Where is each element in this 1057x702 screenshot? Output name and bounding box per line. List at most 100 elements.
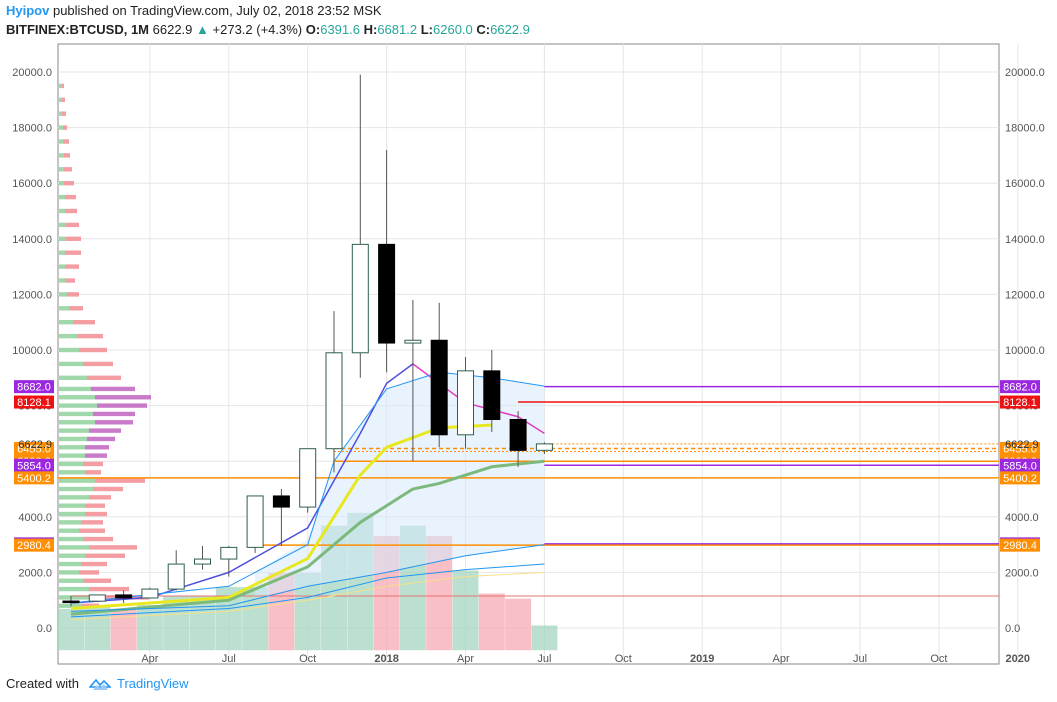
volume-bar — [478, 593, 505, 651]
profile-up-bar — [59, 375, 87, 380]
volume-bar — [58, 608, 84, 651]
profile-down-bar — [89, 586, 129, 592]
profile-down-bar — [66, 222, 79, 228]
price-tag-box — [14, 442, 54, 456]
x-tick-label: 2019 — [690, 653, 714, 665]
price-tag-label: 5854.0 — [1003, 460, 1037, 472]
price-tag-box — [14, 471, 54, 485]
last-price-label-left: 6622.9 — [18, 439, 52, 451]
profile-down-bar — [97, 403, 147, 408]
profile-up-bar — [59, 395, 95, 400]
profile-up-bar — [59, 278, 65, 283]
last-price-label: 6622.9 — [1005, 439, 1039, 451]
profile-up-bar — [59, 167, 64, 172]
y-tick-label-left: 16000.0 — [12, 178, 52, 190]
profile-down-bar — [83, 361, 113, 367]
profile-down-bar — [85, 470, 101, 475]
candle-body — [535, 443, 553, 451]
profile-down-bar — [89, 545, 137, 550]
profile-up-bar — [59, 428, 89, 433]
profile-up-bar — [59, 361, 83, 367]
profile-up-bar — [59, 536, 83, 542]
profile-down-bar — [65, 194, 76, 200]
profile-up-bar — [59, 453, 85, 458]
published-text: published on TradingView.com, July 02, 2… — [52, 3, 382, 18]
author-link[interactable]: Hyipov — [6, 3, 50, 18]
profile-down-bar — [65, 208, 77, 214]
candle-body — [483, 370, 501, 421]
price-tag-box — [1000, 538, 1040, 552]
profile-up-bar — [59, 194, 65, 200]
tradingview-brand-link[interactable]: TradingView — [116, 676, 189, 691]
profile-up-bar — [59, 461, 83, 467]
profile-up-bar — [59, 478, 95, 483]
profile-up-bar — [59, 495, 89, 500]
ma-line — [70, 371, 545, 604]
profile-down-bar — [83, 578, 111, 583]
price-tag-box — [1000, 458, 1040, 472]
profile-up-bar — [59, 578, 83, 583]
candles — [62, 74, 553, 607]
y-tick-label-right: 14000.0 — [1005, 234, 1045, 246]
profile-down-bar — [87, 375, 121, 380]
profile-down-bar — [85, 453, 107, 458]
y-tick-label-left: 18000.0 — [12, 123, 52, 135]
candle-body — [62, 600, 80, 604]
profile-down-bar — [95, 478, 145, 483]
profile-down-bar — [79, 347, 107, 353]
profile-up-bar — [59, 333, 77, 339]
x-tick-label: Jul — [853, 653, 867, 665]
profile-down-bar — [89, 428, 121, 433]
candle-body — [299, 448, 317, 508]
ma-line — [70, 563, 545, 618]
tradingview-logo-icon — [88, 678, 111, 690]
profile-down-bar — [65, 264, 79, 269]
price-change: +273.2 (+4.3%) — [212, 22, 303, 37]
candle-body — [246, 495, 264, 548]
y-tick-label-right: 20000.0 — [1005, 67, 1045, 79]
profile-down-bar — [83, 536, 113, 542]
profile-up-bar — [59, 139, 63, 144]
price-tag-label: 8128.1 — [1003, 397, 1037, 409]
price-tags: 8682.08682.08128.18128.16455.06455.06000… — [14, 380, 1040, 552]
profile-up-bar — [59, 561, 81, 567]
profile-up-bar — [59, 553, 85, 558]
profile-up-bar — [59, 386, 91, 392]
y-tick-label-left: 2000.0 — [18, 567, 52, 579]
high-value: 6681.2 — [377, 22, 418, 37]
y-tick-label-left: 20000.0 — [12, 67, 52, 79]
x-tick-label: 2020 — [1006, 653, 1030, 665]
candle-body — [141, 588, 159, 599]
profile-up-bar — [59, 570, 79, 575]
time-axis: Apr Jul Oct 2018 Apr Jul Oct 2019 Apr Jul Oct 2020 — [141, 653, 1030, 665]
profile-up-bar — [59, 208, 65, 214]
candle-body — [220, 546, 238, 560]
open-value: 6391.6 — [320, 22, 360, 37]
profile-down-bar — [73, 320, 95, 325]
y-tick-label-left: 4000.0 — [18, 512, 52, 524]
price-tag-box — [1000, 395, 1040, 409]
price-tag-label: 2980.4 — [1003, 540, 1037, 552]
profile-up-bar — [59, 236, 66, 241]
profile-down-bar — [77, 333, 103, 339]
profile-down-bar — [87, 436, 115, 442]
profile-up-bar — [59, 181, 64, 186]
price-tag-label: 6455.0 — [17, 444, 51, 456]
profile-up-bar — [59, 222, 66, 228]
profile-up-bar — [59, 420, 95, 425]
y-tick-label-right: 10000.0 — [1005, 345, 1045, 357]
profile-down-bar — [65, 278, 75, 283]
candle-body — [430, 339, 448, 436]
price-tag-label: 8682.0 — [17, 382, 51, 394]
plot-frame — [57, 43, 1000, 665]
price-tag-box — [1000, 442, 1040, 456]
price-tag-label: 5854.0 — [17, 460, 51, 472]
ma-line — [70, 459, 545, 616]
profile-up-bar — [59, 470, 85, 475]
close-value: 6622.9 — [490, 22, 530, 37]
candle-body — [272, 495, 290, 508]
profile-up-bar — [59, 403, 97, 408]
price-tag-label: 8682.0 — [1003, 382, 1037, 394]
level-lines — [58, 385, 999, 597]
